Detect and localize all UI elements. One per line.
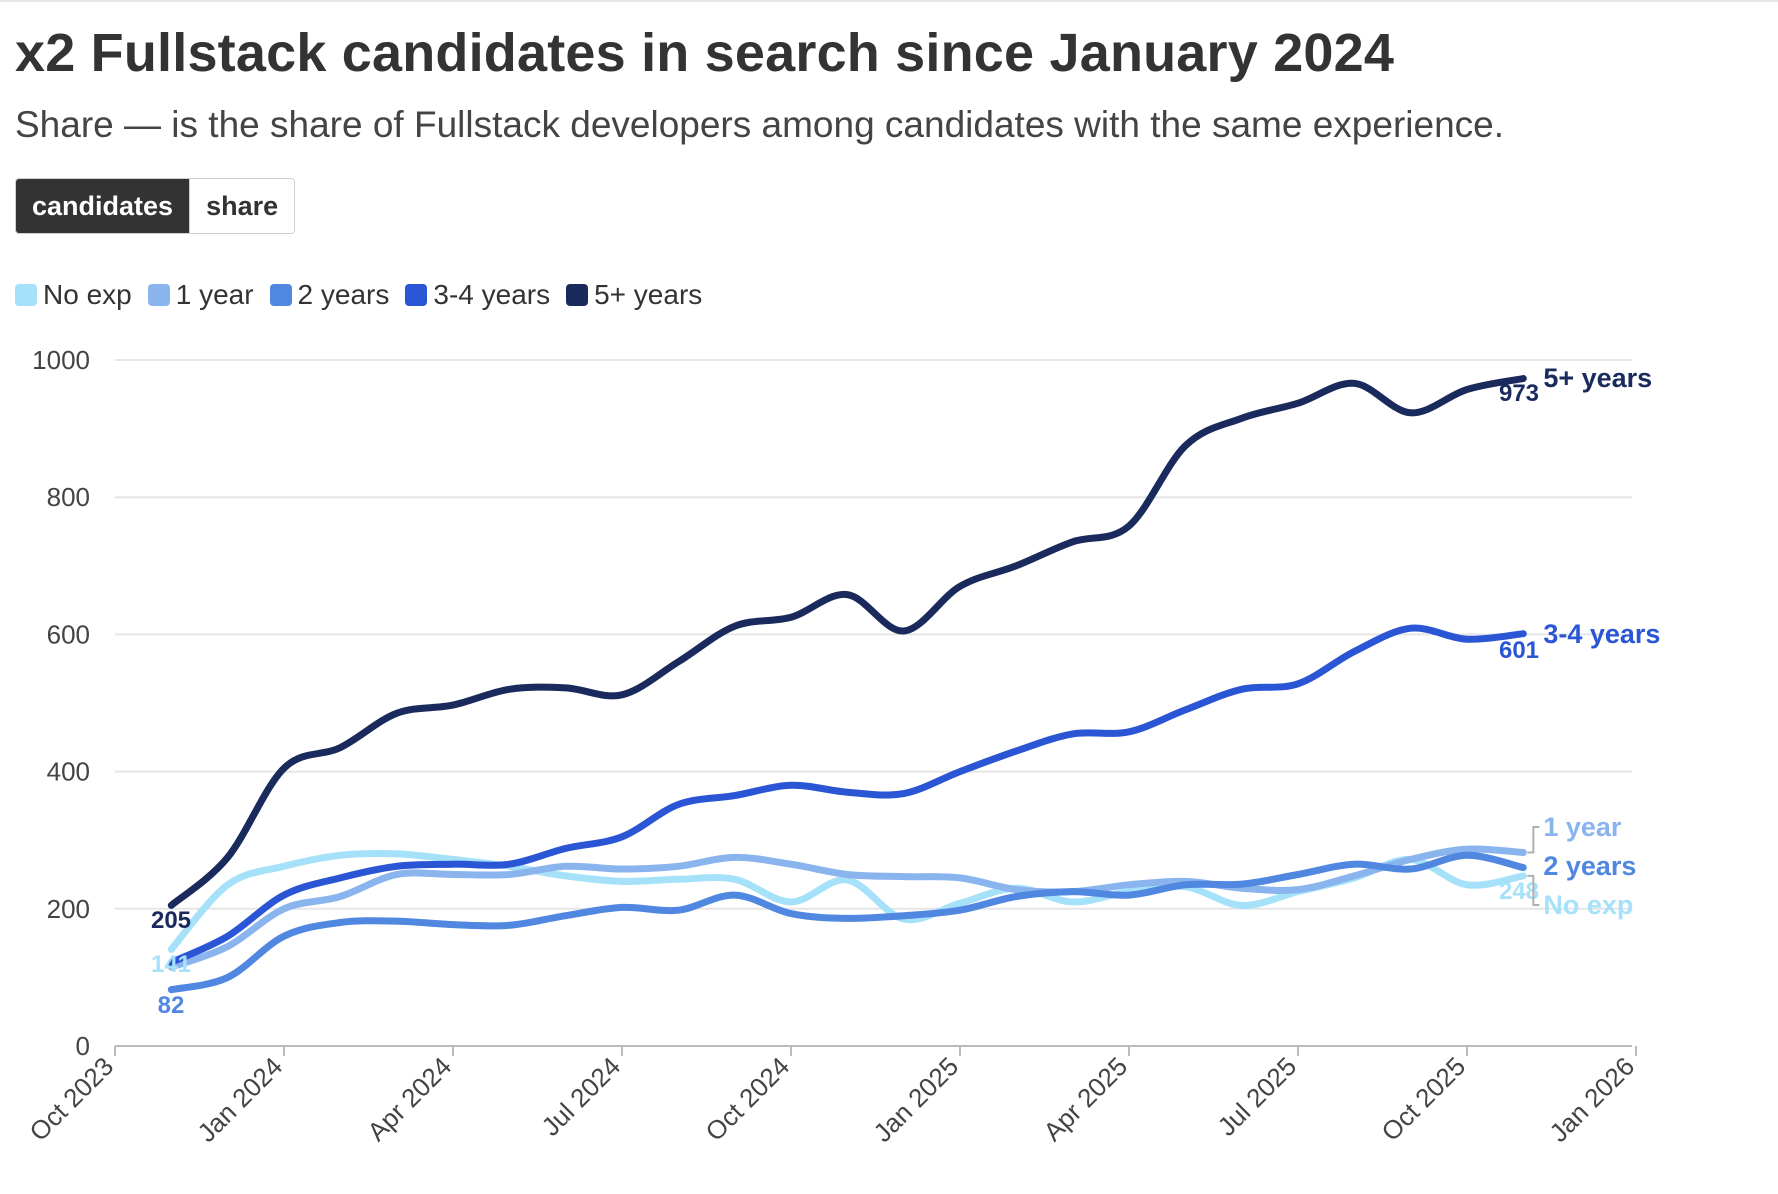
legend-item-3-4-years[interactable]: 3-4 years [405,279,550,311]
legend-swatch [147,284,170,306]
candidates-toggle-button[interactable]: candidates [16,179,190,233]
end-label-connector [1527,874,1540,906]
y-tick-label: 800 [47,482,90,512]
legend-swatch [15,284,37,306]
x-tick-label: Jul 2025 [1212,1051,1303,1142]
chart-subtitle: Share — is the share of Fullstack develo… [15,104,1505,145]
legend-label: 2 years [297,279,390,310]
y-tick-label: 1000 [32,345,90,375]
share-toggle-button[interactable]: share [189,179,295,233]
series-line-5-years [167,375,1527,909]
metric-toggle: candidates share [15,178,296,234]
y-tick-label: 200 [47,894,90,924]
series-line-3-4-years [167,624,1527,966]
legend-swatch [405,284,428,306]
legend-label: 3-4 years [433,279,551,310]
chart-title: x2 Fullstack candidates in search since … [15,23,1395,83]
legend-item-2-years[interactable]: 2 years [269,279,390,311]
x-tick-label: Oct 2023 [23,1051,119,1147]
end-value-label: 601 [1499,637,1539,664]
end-series-label: 2 years [1543,851,1636,881]
x-tick-label: Apr 2025 [1037,1051,1133,1147]
end-series-label: 3-4 years [1543,619,1660,649]
series-line-2-years [167,851,1527,994]
x-tick-label: Jan 2026 [1543,1051,1640,1148]
x-tick-label: Oct 2024 [699,1051,795,1147]
legend-label: 5+ years [594,279,703,310]
start-value-label: 205 [151,907,191,934]
x-tick-label: Jul 2024 [536,1051,627,1142]
end-series-label: No exp [1543,890,1633,920]
x-tick-label: Jan 2024 [191,1051,288,1148]
legend-item-1-year[interactable]: 1 year [147,279,254,311]
legend-item-5-plus-years[interactable]: 5+ years [566,279,702,311]
legend-swatch [269,284,292,306]
end-value-label: 973 [1499,380,1539,407]
series-line-1-year [167,845,1527,971]
legend-label: 1 year [175,279,254,310]
legend-item-no-exp[interactable]: No exp [15,279,132,311]
end-label-connector [1527,826,1540,854]
legend-label: No exp [43,279,132,310]
legend-swatch [566,284,589,306]
y-tick-label: 600 [47,619,90,649]
legend: No exp 1 year 2 years 3-4 years 5+ years [15,279,718,311]
end-series-label: 5+ years [1543,363,1652,393]
start-value-label: 141 [151,951,191,978]
x-tick-label: Jan 2025 [867,1051,964,1148]
end-series-label: 1 year [1543,812,1622,842]
y-tick-label: 400 [47,757,90,787]
start-value-label: 82 [158,992,185,1019]
y-tick-label: 0 [76,1031,90,1061]
x-tick-label: Oct 2025 [1375,1051,1471,1147]
top-divider [0,0,1778,2]
x-tick-label: Apr 2024 [361,1051,457,1147]
